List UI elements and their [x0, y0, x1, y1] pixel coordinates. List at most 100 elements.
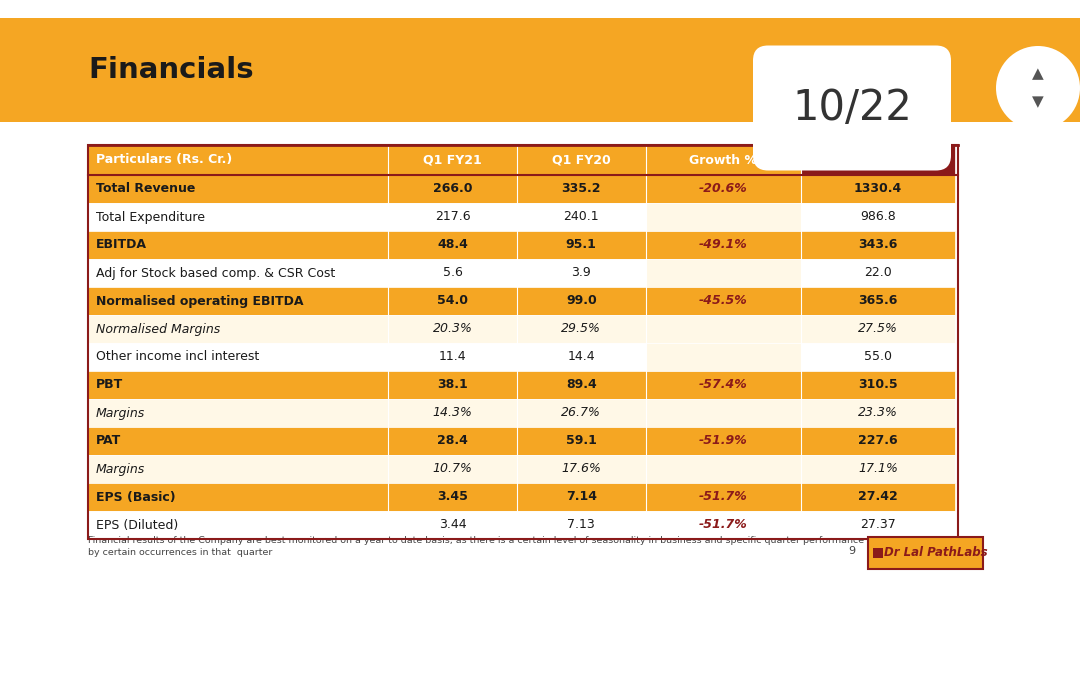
- Bar: [388, 175, 517, 203]
- Text: 335.2: 335.2: [562, 182, 602, 196]
- Text: 55.0: 55.0: [864, 351, 892, 363]
- Bar: [873, 548, 883, 558]
- Text: 95.1: 95.1: [566, 239, 597, 251]
- Text: Margins: Margins: [96, 406, 145, 420]
- Text: Total Revenue: Total Revenue: [96, 182, 195, 196]
- Bar: [388, 145, 517, 175]
- Text: ▼: ▼: [1032, 95, 1044, 109]
- Bar: [646, 399, 800, 427]
- Bar: [868, 537, 983, 569]
- Bar: [646, 371, 800, 399]
- Text: 9: 9: [848, 546, 855, 556]
- Text: 986.8: 986.8: [860, 210, 895, 223]
- Text: Growth %: Growth %: [689, 154, 757, 166]
- Bar: [646, 145, 800, 175]
- Text: 10/22: 10/22: [792, 87, 912, 129]
- Text: 7.13: 7.13: [567, 519, 595, 532]
- Bar: [87, 455, 388, 483]
- Text: PAT: PAT: [96, 434, 121, 448]
- Text: ▲: ▲: [1032, 67, 1044, 81]
- Text: Financial results of the Company are best monitored on a year to date basis, as : Financial results of the Company are bes…: [87, 536, 956, 545]
- Bar: [388, 511, 517, 539]
- Text: 240.1: 240.1: [564, 210, 599, 223]
- Circle shape: [996, 46, 1080, 130]
- Bar: [388, 371, 517, 399]
- Text: -49.1%: -49.1%: [699, 239, 747, 251]
- Bar: [517, 427, 646, 455]
- Bar: [388, 427, 517, 455]
- Bar: [646, 315, 800, 343]
- Bar: [87, 231, 388, 259]
- Bar: [87, 511, 388, 539]
- Text: 59.1: 59.1: [566, 434, 597, 448]
- Text: 343.6: 343.6: [859, 239, 897, 251]
- Bar: [87, 399, 388, 427]
- Text: Normalised operating EBITDA: Normalised operating EBITDA: [96, 294, 303, 308]
- Bar: [800, 203, 956, 231]
- Bar: [800, 343, 956, 371]
- Bar: [517, 455, 646, 483]
- Text: 3.44: 3.44: [438, 519, 467, 532]
- Bar: [517, 483, 646, 511]
- Bar: [646, 259, 800, 287]
- Text: 217.6: 217.6: [435, 210, 471, 223]
- Bar: [87, 145, 388, 175]
- Text: Other income incl interest: Other income incl interest: [96, 351, 259, 363]
- Bar: [87, 259, 388, 287]
- Text: 89.4: 89.4: [566, 379, 596, 391]
- Bar: [800, 175, 956, 203]
- Text: 10.7%: 10.7%: [433, 463, 472, 475]
- Text: 5.6: 5.6: [443, 267, 462, 280]
- Text: 48.4: 48.4: [437, 239, 468, 251]
- Text: EBITDA: EBITDA: [96, 239, 147, 251]
- Text: Financials: Financials: [87, 56, 254, 84]
- Text: 7.14: 7.14: [566, 491, 597, 503]
- Text: -51.9%: -51.9%: [699, 434, 747, 448]
- Bar: [517, 371, 646, 399]
- Text: 3.45: 3.45: [437, 491, 468, 503]
- Text: 365.6: 365.6: [859, 294, 897, 308]
- Bar: [87, 287, 388, 315]
- Bar: [388, 231, 517, 259]
- Bar: [646, 455, 800, 483]
- Text: Total Expenditure: Total Expenditure: [96, 210, 205, 223]
- Bar: [800, 399, 956, 427]
- Text: PBT: PBT: [96, 379, 123, 391]
- Bar: [388, 287, 517, 315]
- Bar: [646, 203, 800, 231]
- Text: Adj for Stock based comp. & CSR Cost: Adj for Stock based comp. & CSR Cost: [96, 267, 335, 280]
- Text: 14.3%: 14.3%: [433, 406, 472, 420]
- Bar: [800, 511, 956, 539]
- Bar: [646, 511, 800, 539]
- Text: Q1 FY20: Q1 FY20: [552, 154, 610, 166]
- Text: 1330.4: 1330.4: [854, 182, 902, 196]
- Text: 27.42: 27.42: [859, 491, 897, 503]
- Bar: [800, 455, 956, 483]
- Bar: [517, 399, 646, 427]
- Bar: [517, 145, 646, 175]
- Text: 27.37: 27.37: [860, 519, 895, 532]
- Text: 20.3%: 20.3%: [433, 322, 472, 335]
- Bar: [517, 175, 646, 203]
- Bar: [800, 145, 956, 175]
- Text: 23.3%: 23.3%: [858, 406, 897, 420]
- Text: FY20: FY20: [861, 154, 895, 166]
- Bar: [87, 483, 388, 511]
- Bar: [646, 175, 800, 203]
- Bar: [87, 175, 388, 203]
- Bar: [517, 315, 646, 343]
- Text: 3.9: 3.9: [571, 267, 591, 280]
- Text: 99.0: 99.0: [566, 294, 596, 308]
- Text: Margins: Margins: [96, 463, 145, 475]
- Bar: [87, 371, 388, 399]
- Text: 26.7%: 26.7%: [562, 406, 602, 420]
- Text: Particulars (Rs. Cr.): Particulars (Rs. Cr.): [96, 154, 232, 166]
- Text: 11.4: 11.4: [438, 351, 467, 363]
- Text: 17.1%: 17.1%: [858, 463, 897, 475]
- Text: 17.6%: 17.6%: [562, 463, 602, 475]
- Bar: [388, 203, 517, 231]
- Text: -51.7%: -51.7%: [699, 519, 747, 532]
- Bar: [517, 231, 646, 259]
- Bar: [87, 427, 388, 455]
- Bar: [800, 483, 956, 511]
